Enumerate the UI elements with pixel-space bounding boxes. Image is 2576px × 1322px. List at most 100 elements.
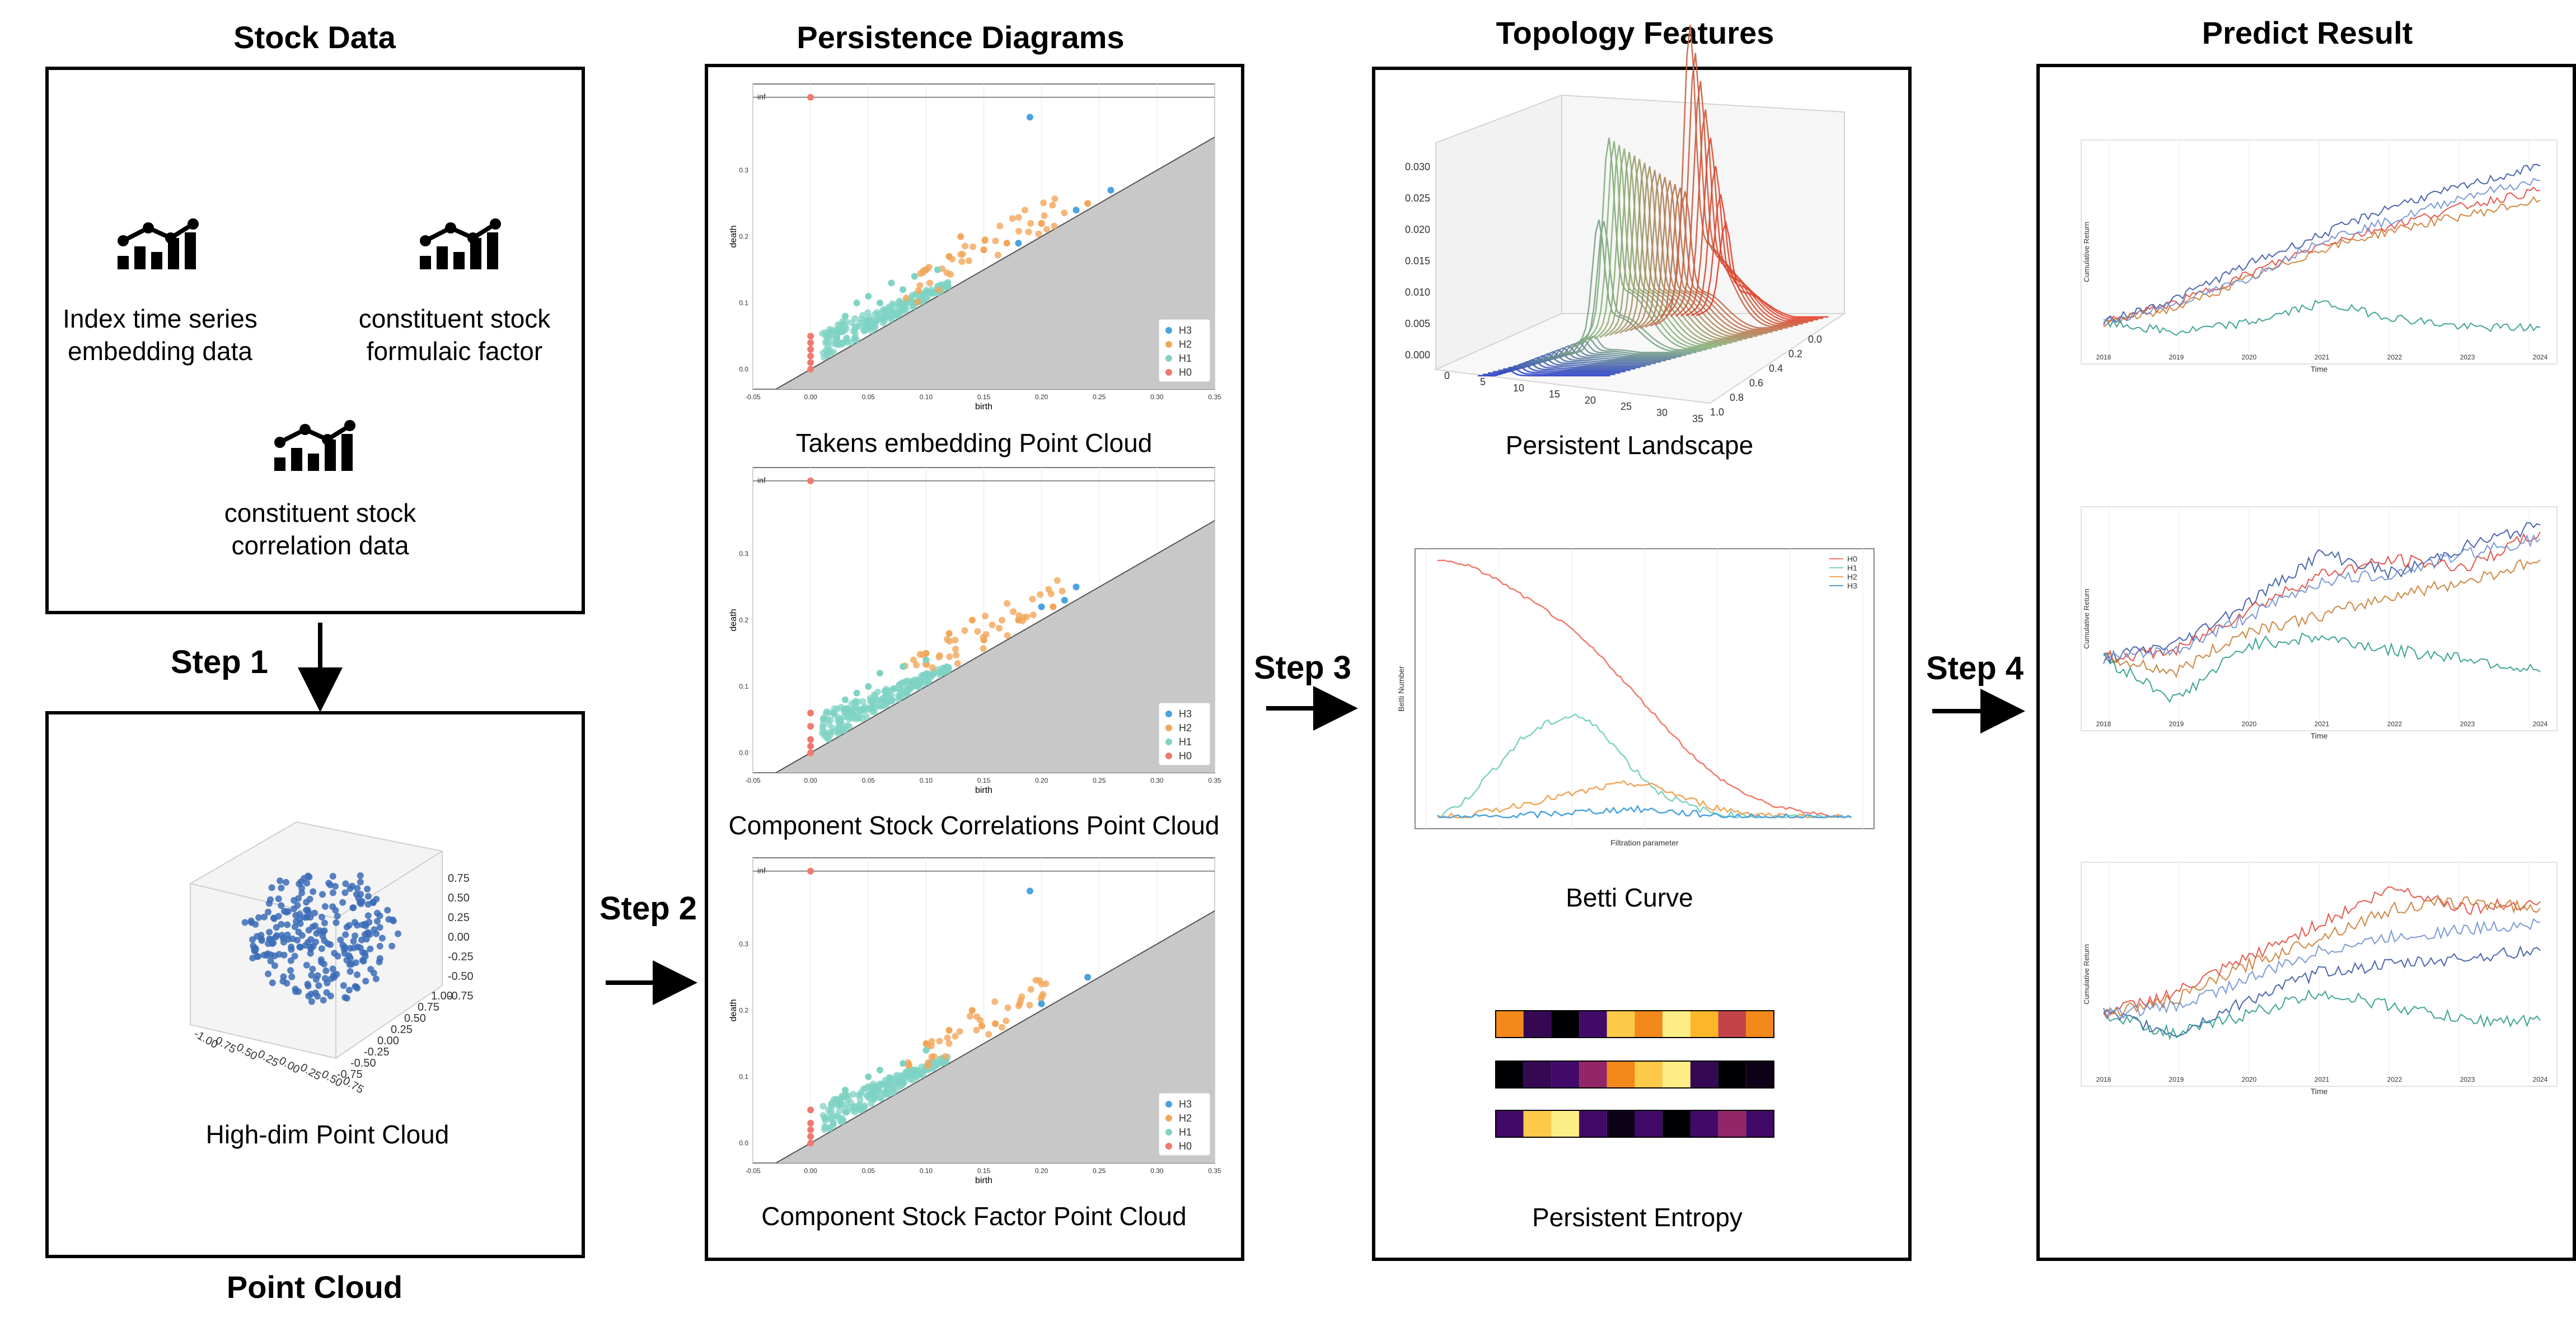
point-cloud-point — [395, 930, 401, 937]
pr-x-tick: 2023 — [2460, 1076, 2475, 1083]
entropy-cell — [1746, 1110, 1774, 1137]
point-cloud-point — [350, 937, 357, 945]
point-cloud-point — [307, 936, 315, 943]
point-cloud-point — [321, 919, 328, 927]
pr-series-line — [2103, 632, 2541, 703]
point-cloud-point — [317, 956, 325, 963]
point-cloud-point — [312, 989, 319, 997]
pd-h2-point — [1015, 616, 1022, 624]
pd-h2-point — [1015, 1002, 1022, 1010]
landscape-z-tick: 0.015 — [1405, 255, 1430, 267]
betti-line-h0 — [1437, 559, 1852, 819]
point-cloud-point — [278, 884, 285, 891]
pr-series-line — [2103, 918, 2541, 1020]
line-bar-chart-icon — [118, 218, 199, 269]
point-cloud-point — [278, 932, 285, 939]
pd-h1-point — [877, 1095, 884, 1102]
point-cloud-point — [273, 932, 280, 939]
pd-h2-point — [1004, 1004, 1011, 1011]
pr-x-tick: 2023 — [2460, 720, 2475, 728]
pd-h2-point — [1038, 219, 1045, 227]
point-cloud-point — [307, 950, 314, 957]
entropy-cell — [1523, 1061, 1552, 1088]
point-cloud-point — [334, 913, 341, 919]
point-cloud-point — [319, 932, 326, 940]
pd-h1-point — [824, 344, 831, 351]
point-cloud-point — [376, 924, 383, 931]
point-cloud-point — [357, 879, 364, 886]
pr-xlabel: Time — [2311, 1087, 2328, 1096]
betti-legend-label: H0 — [1847, 554, 1857, 563]
pd-h3-point — [1084, 974, 1092, 981]
y-tick-label: 1.00 — [431, 990, 453, 1002]
pd-h2-point — [942, 1053, 949, 1060]
point-cloud-3d-plot: 0.750.500.250.00-0.25-0.50-0.751.000.750… — [190, 821, 474, 1096]
point-cloud-point — [321, 903, 329, 910]
pd-h2-point — [1010, 608, 1017, 615]
pd-h2-point — [982, 613, 989, 620]
pd-h1-point — [839, 328, 846, 335]
point-cloud-point — [340, 982, 347, 989]
pd-xlabel: birth — [975, 786, 992, 795]
pd-y-tick: 0.1 — [739, 1073, 748, 1081]
pd-h1-point — [819, 1103, 827, 1110]
pd-h2-point — [944, 1034, 951, 1041]
predict-title: Predict Result — [2202, 15, 2413, 50]
pd-h1-point — [853, 336, 860, 343]
pd-h2-point — [1045, 586, 1052, 593]
pr-x-tick: 2018 — [2096, 720, 2111, 728]
pd-h2-point — [945, 1040, 953, 1047]
pd-h0-point — [807, 723, 814, 730]
pd-h2-point — [914, 298, 921, 306]
pd-legend-box — [1158, 702, 1211, 766]
betti-legend-label: H2 — [1847, 572, 1857, 581]
pd-y-tick: 0.2 — [739, 233, 748, 241]
pd-h2-point — [982, 630, 990, 638]
pr-series-line — [2103, 177, 2541, 323]
pd-legend-label: H3 — [1179, 1099, 1192, 1110]
point-cloud-point — [352, 959, 359, 966]
entropy-cell — [1690, 1011, 1718, 1038]
pd-h1-point — [934, 266, 941, 273]
pd-legend-marker — [1165, 341, 1172, 348]
pd-h1-point — [848, 319, 855, 326]
pd-h2-point — [952, 637, 959, 644]
pd-h1-point — [900, 1060, 907, 1067]
predict-box — [2036, 64, 2576, 1261]
pd-h2-point — [999, 1024, 1005, 1031]
pd-h1-point — [857, 1091, 864, 1098]
pd-h1-point — [900, 663, 907, 670]
pr-series-line — [2103, 559, 2541, 678]
pd-h2-point — [946, 638, 953, 645]
pd-h2-point — [974, 628, 981, 635]
point-cloud-point — [316, 927, 323, 934]
point-cloud-point — [362, 953, 369, 960]
point-cloud-point — [320, 997, 327, 1004]
pr-ylabel: Cumulative Return — [2082, 588, 2091, 649]
landscape-x-tick: 0 — [1444, 370, 1450, 381]
pd-h1-point — [824, 735, 831, 742]
point-cloud-point — [373, 930, 380, 937]
pd-h1-point — [827, 716, 834, 723]
pd-h2-point — [985, 1031, 992, 1038]
pr-x-tick: 2023 — [2460, 353, 2475, 361]
pd-h2-point — [1037, 591, 1044, 598]
pd-h1-point — [847, 709, 855, 716]
pd-y-tick: 0.1 — [739, 683, 748, 690]
pr-series-line — [2103, 534, 2541, 665]
pd-legend-label: H2 — [1179, 339, 1192, 350]
pd-h1-point — [845, 716, 853, 723]
pd-h2-point — [1051, 222, 1058, 230]
pd-h2-point — [952, 1033, 959, 1040]
pd-h2-point — [1003, 1017, 1010, 1025]
point-cloud-point — [319, 913, 325, 921]
pd-y-tick: 0.2 — [739, 1007, 748, 1015]
landscape-line — [1696, 220, 1829, 318]
pd-caption-takens: Takens embedding Point Cloud — [796, 428, 1153, 457]
pd-h3-point — [1038, 603, 1045, 610]
z-tick-label: -0.50 — [448, 970, 474, 983]
pr-series-line — [2103, 164, 2541, 325]
pd-h1-point — [865, 1073, 872, 1080]
point-cloud-point — [255, 953, 262, 960]
